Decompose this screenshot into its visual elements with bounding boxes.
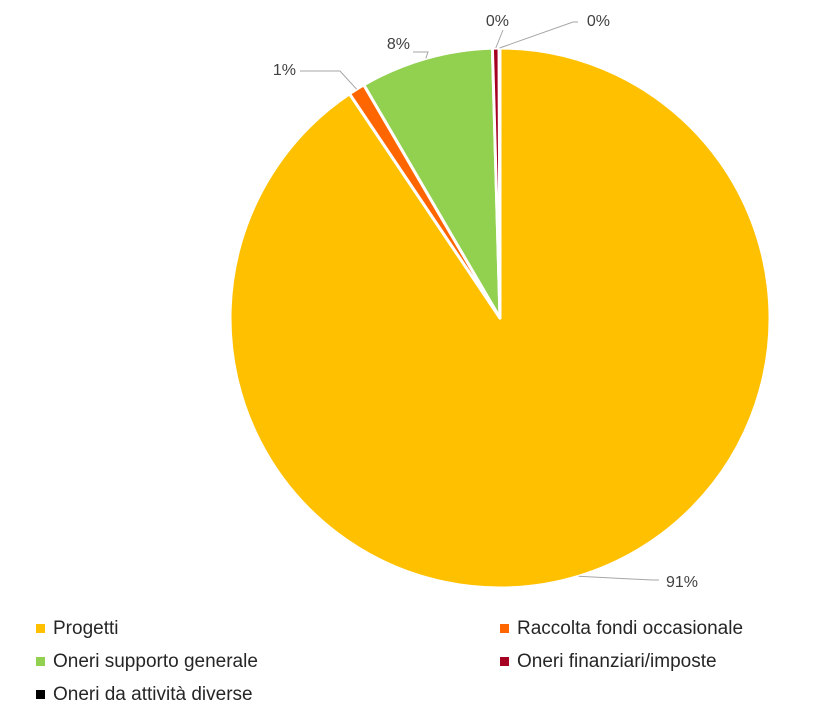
- data-label-oneri-da-attivita-diverse: 0%: [587, 13, 610, 30]
- legend-item-raccolta-fondi-occasionale: Raccolta fondi occasionale: [500, 618, 743, 639]
- legend-item-progetti: Progetti: [36, 618, 118, 639]
- data-label-progetti: 91%: [666, 574, 698, 591]
- legend-swatch: [36, 657, 45, 666]
- legend-item-oneri-finanziari-imposte: Oneri finanziari/imposte: [500, 651, 717, 672]
- legend-swatch: [500, 657, 509, 666]
- legend-label: Oneri finanziari/imposte: [517, 651, 717, 672]
- legend-label: Oneri da attività diverse: [53, 684, 253, 705]
- legend: Progetti Raccolta fondi occasionale Oneri …: [36, 618, 743, 705]
- pie-slices: [228, 46, 772, 590]
- data-labels: 91% 1% 8% 0% 0%: [273, 13, 698, 591]
- data-label-raccolta-fondi-occasionale: 1%: [273, 62, 296, 79]
- leader-line-oneri-supporto-generale: [413, 51, 429, 59]
- leader-line-oneri-da-attivita-diverse: [499, 21, 578, 49]
- legend-swatch: [36, 690, 45, 699]
- legend-label: Progetti: [53, 618, 118, 639]
- legend-item-oneri-supporto-generale: Oneri supporto generale: [36, 651, 258, 672]
- legend-swatch: [36, 624, 45, 633]
- legend-label: Oneri supporto generale: [53, 651, 258, 672]
- pie-slice-oneri-da-attivita-diverse: [497, 46, 502, 320]
- legend-swatch: [500, 624, 509, 633]
- leader-line-oneri-finanziari-imposte: [495, 29, 504, 49]
- data-label-oneri-supporto-generale: 8%: [387, 36, 410, 53]
- leader-line-progetti: [578, 575, 659, 581]
- data-label-oneri-finanziari-imposte: 0%: [486, 13, 509, 30]
- leader-line-raccolta-fondi-occasionale: [300, 70, 357, 90]
- legend-item-oneri-da-attivita-diverse: Oneri da attività diverse: [36, 684, 253, 705]
- leader-lines: [300, 21, 659, 581]
- legend-label: Raccolta fondi occasionale: [517, 618, 743, 639]
